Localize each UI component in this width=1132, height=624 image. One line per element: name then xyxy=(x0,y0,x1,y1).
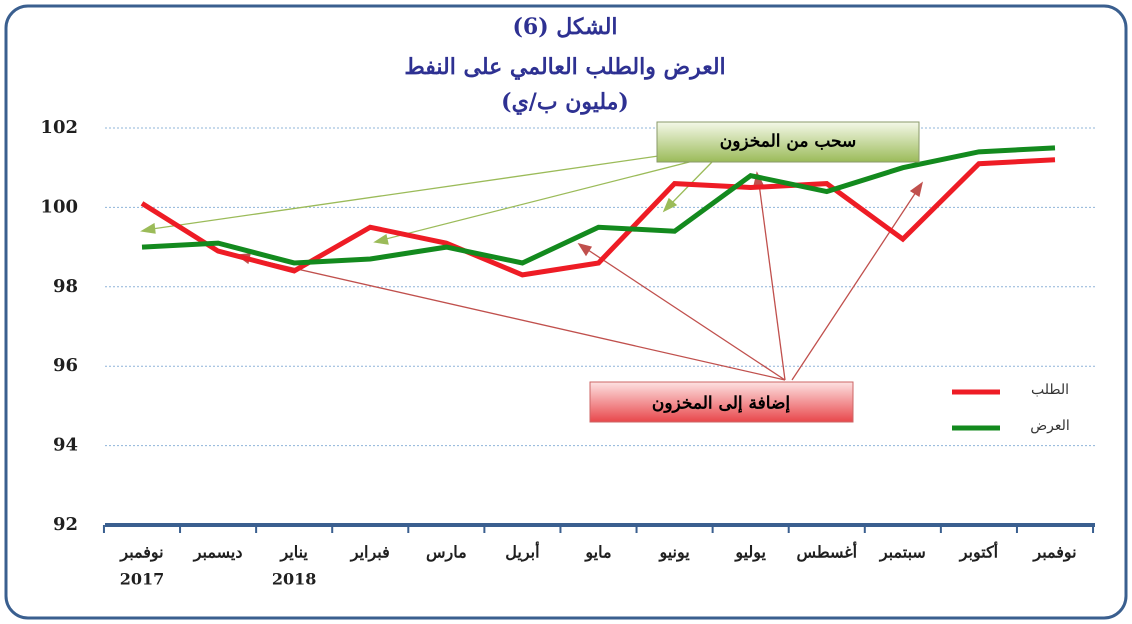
y-tick-label: 92 xyxy=(53,514,78,535)
x-tick-label: مايو xyxy=(584,543,611,563)
title: العرض والطلب العالمي على النفط xyxy=(404,54,725,80)
y-tick-label: 94 xyxy=(53,435,78,456)
x-tick-label: أبريل xyxy=(505,541,539,563)
legend-label: العرض xyxy=(1030,418,1070,434)
series-line xyxy=(140,157,1056,278)
y-tick-label: 96 xyxy=(53,355,78,376)
legend-label: الطلب xyxy=(1031,382,1069,398)
annotation-arrows xyxy=(140,149,924,381)
x-tick-label: مارس xyxy=(426,543,467,563)
x-tick-label: سبتمبر xyxy=(879,543,926,563)
x-tick-label: يونيو xyxy=(658,543,690,563)
annotation: إضافة إلى المخزون xyxy=(652,394,791,414)
y-tick-label: 100 xyxy=(40,196,78,217)
x-tick-label: فبراير xyxy=(350,543,390,563)
x-tick-label: 2018 xyxy=(272,570,317,589)
annotation-box xyxy=(589,381,854,423)
x-tick-label: يناير xyxy=(279,543,308,563)
y-tick-label: 102 xyxy=(40,117,78,138)
subtitle: (مليون ب/ي) xyxy=(501,89,629,115)
x-tick-label: أكتوبر xyxy=(959,541,998,563)
annotation-box xyxy=(656,121,920,163)
x-tick-label: ديسمبر xyxy=(193,543,243,563)
x-tick-label: أغسطس xyxy=(796,541,857,563)
x-tick-label: 2017 xyxy=(120,570,165,589)
series-line xyxy=(141,145,1056,266)
x-tick-label: نوفمبر xyxy=(1032,543,1076,563)
x-tick-label: يوليو xyxy=(734,543,766,563)
title: الشكل (6) xyxy=(512,14,617,40)
annotation: سحب من المخزون xyxy=(720,132,857,152)
y-tick-label: 98 xyxy=(53,276,78,297)
x-tick-label: نوفمبر xyxy=(119,543,163,563)
